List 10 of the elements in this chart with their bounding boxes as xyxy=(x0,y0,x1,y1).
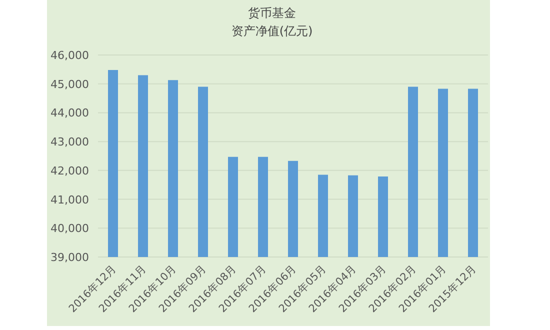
y-tick-label: 41,000 xyxy=(50,193,89,206)
y-tick-label: 42,000 xyxy=(50,164,89,178)
y-tick-label: 44,000 xyxy=(50,106,89,120)
y-tick-label: 40,000 xyxy=(50,222,89,236)
chart-title: 货币基金 xyxy=(248,6,296,20)
chart-subtitle: 资产净值(亿元) xyxy=(231,24,313,38)
y-tick-label: 45,000 xyxy=(50,78,89,91)
y-tick-label: 39,000 xyxy=(50,251,89,264)
y-tick-label: 43,000 xyxy=(50,136,89,149)
y-tick-label: 46,000 xyxy=(50,49,89,62)
